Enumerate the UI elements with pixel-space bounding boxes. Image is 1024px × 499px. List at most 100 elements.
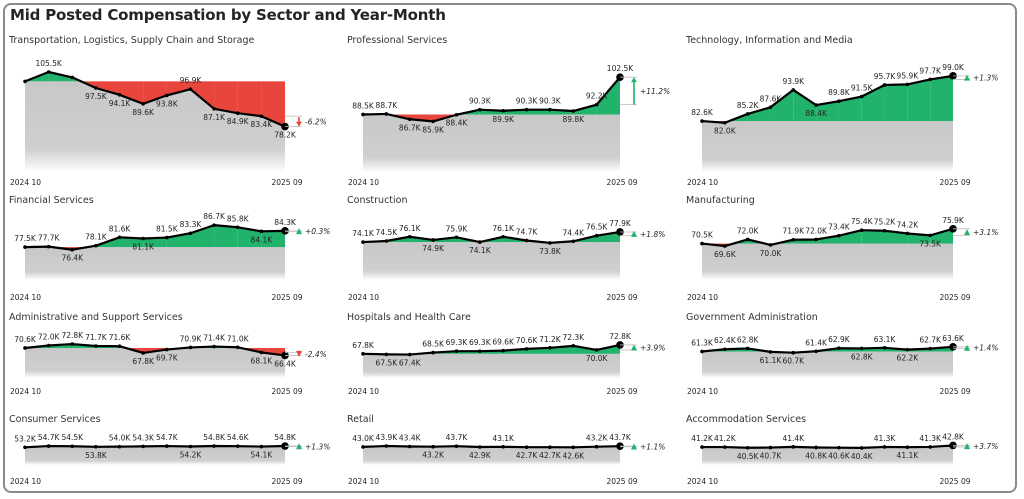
data-point[interactable] [70,444,75,449]
data-point[interactable] [212,223,216,227]
data-point[interactable] [768,350,773,354]
data-point[interactable] [94,445,98,449]
data-point[interactable] [837,346,841,351]
data-point[interactable] [928,77,932,82]
data-point[interactable] [23,346,27,350]
data-point[interactable] [791,88,796,92]
data-point[interactable] [454,349,459,353]
data-point[interactable] [141,351,145,355]
data-point[interactable] [905,82,910,87]
data-point[interactable] [235,225,240,230]
data-point[interactable] [571,239,576,244]
data-point[interactable] [814,349,818,354]
data-point[interactable] [814,445,818,450]
data-point[interactable] [594,444,599,449]
data-point[interactable] [859,228,864,232]
data-point[interactable] [188,444,193,449]
data-point[interactable] [882,445,887,449]
data-point[interactable] [791,237,796,242]
data-point[interactable] [882,83,887,87]
data-point[interactable] [384,444,389,448]
data-point[interactable] [501,234,505,239]
data-point[interactable] [431,119,435,124]
data-point[interactable] [859,94,864,99]
data-point[interactable] [745,237,750,242]
data-point[interactable] [235,111,240,115]
data-point[interactable] [745,346,750,351]
data-point[interactable] [259,229,264,234]
data-point[interactable] [478,107,482,112]
data-point[interactable] [141,236,145,241]
data-point[interactable] [837,445,841,450]
data-point[interactable] [768,105,773,110]
data-point[interactable] [431,350,435,355]
data-point[interactable] [165,347,169,352]
data-point[interactable] [859,346,864,351]
data-point[interactable] [745,445,750,450]
data-point[interactable] [524,107,529,112]
data-point[interactable] [700,445,704,449]
data-point[interactable] [723,120,727,125]
data-point[interactable] [791,350,796,355]
data-point[interactable] [141,102,145,106]
data-point[interactable] [94,86,98,90]
data-point[interactable] [384,352,389,357]
data-point[interactable] [361,445,365,449]
data-point[interactable] [407,352,412,357]
data-point[interactable] [723,445,727,449]
data-point[interactable] [837,233,841,238]
data-point[interactable] [524,445,529,450]
data-point[interactable] [361,352,365,356]
data-point[interactable] [928,346,932,351]
data-point[interactable] [454,112,459,117]
data-point[interactable] [188,87,193,91]
data-point[interactable] [571,109,576,113]
data-point[interactable] [188,231,193,236]
data-point[interactable] [928,233,932,238]
data-point[interactable] [814,237,818,242]
data-point[interactable] [928,445,932,449]
data-point[interactable] [594,233,599,238]
data-point[interactable] [905,231,910,236]
data-point[interactable] [548,345,552,350]
data-point[interactable] [407,234,412,239]
data-point[interactable] [94,344,98,348]
data-point[interactable] [70,247,75,252]
data-point[interactable] [188,345,193,350]
data-point[interactable] [361,112,365,117]
data-point[interactable] [141,444,145,449]
data-point[interactable] [905,347,910,352]
data-point[interactable] [700,119,704,123]
data-point[interactable] [478,240,482,244]
data-point[interactable] [723,347,727,352]
data-point[interactable] [70,75,75,80]
data-point[interactable] [431,444,435,449]
data-point[interactable] [478,349,482,353]
data-point[interactable] [501,445,505,449]
data-point[interactable] [882,346,887,350]
data-point[interactable] [212,344,216,349]
data-point[interactable] [768,445,773,450]
data-point[interactable] [94,243,98,248]
data-point[interactable] [700,349,704,354]
data-point[interactable] [524,238,529,243]
data-point[interactable] [117,444,122,449]
data-point[interactable] [814,103,818,107]
data-point[interactable] [700,241,704,246]
data-point[interactable] [478,445,482,449]
data-point[interactable] [524,347,529,351]
data-point[interactable] [23,445,27,450]
data-point[interactable] [46,244,51,249]
data-point[interactable] [454,235,459,240]
data-point[interactable] [571,344,576,348]
data-point[interactable] [70,342,75,346]
data-point[interactable] [259,350,264,355]
data-point[interactable] [882,228,887,233]
data-point[interactable] [361,240,365,244]
data-point[interactable] [235,444,240,448]
data-point[interactable] [235,345,240,350]
data-point[interactable] [165,235,169,240]
data-point[interactable] [259,114,264,118]
data-point[interactable] [431,238,435,242]
data-point[interactable] [571,445,576,450]
